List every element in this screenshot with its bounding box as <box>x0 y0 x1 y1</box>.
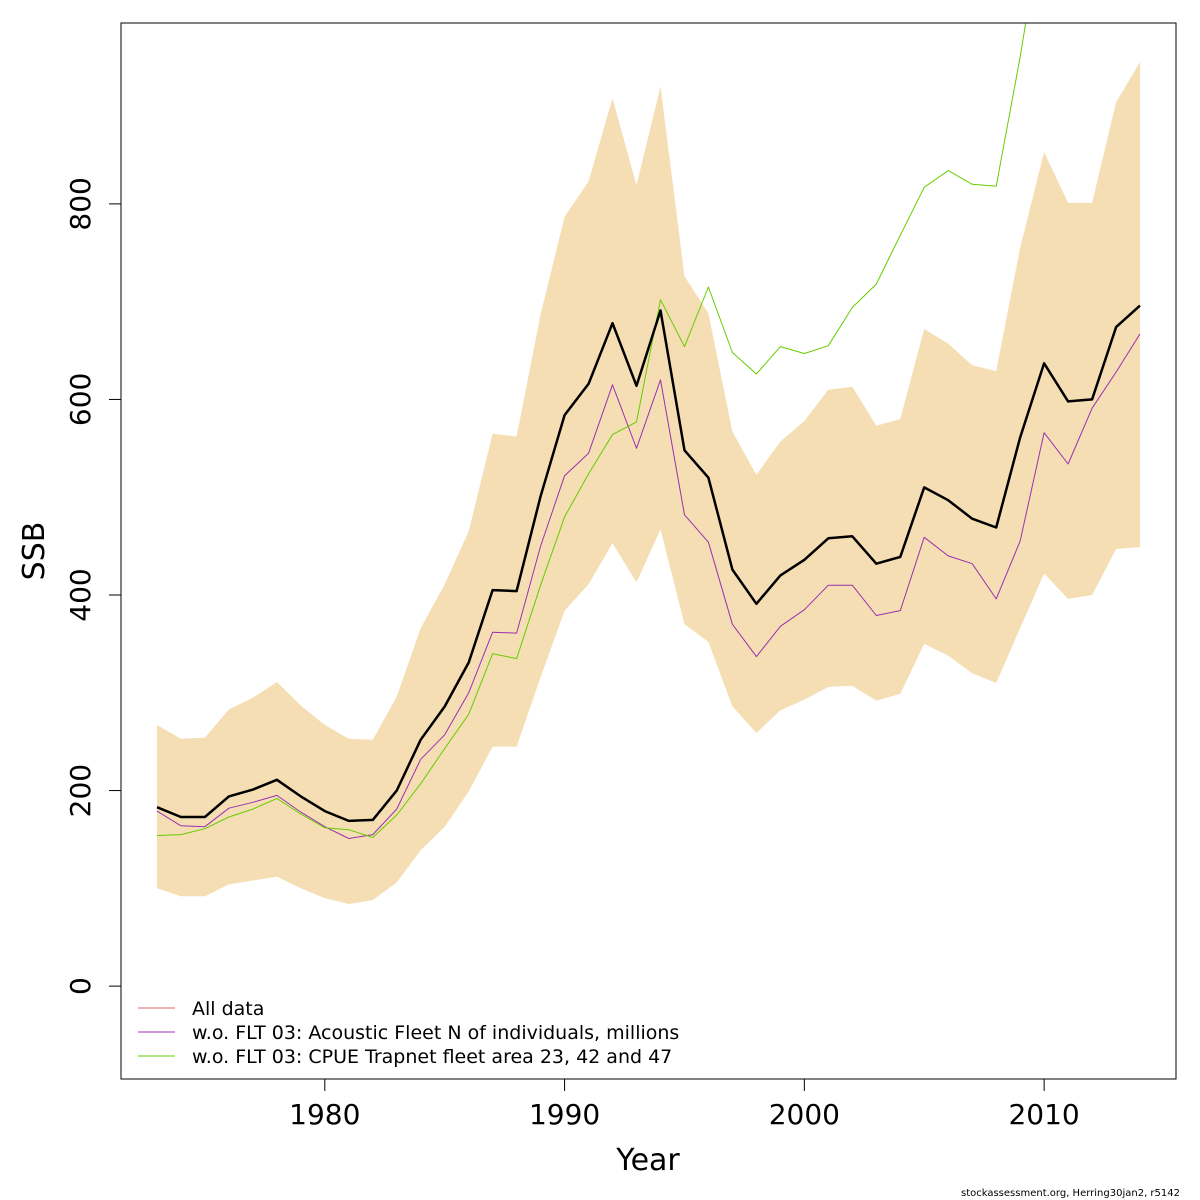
x-tick-label: 2010 <box>1008 1098 1079 1131</box>
x-tick-label: 2000 <box>769 1098 840 1131</box>
y-tick-label: 800 <box>64 177 97 230</box>
x-tick-label: 1990 <box>529 1098 600 1131</box>
confidence-band <box>157 62 1140 905</box>
x-axis: 1980 1990 2000 2010 <box>289 1078 1080 1131</box>
y-tick-label: 600 <box>64 373 97 426</box>
x-tick-label: 1980 <box>289 1098 360 1131</box>
series-lines <box>156 23 1141 839</box>
legend-entry-label: w.o. FLT 03: CPUE Trapnet fleet area 23,… <box>192 1046 672 1068</box>
series-line-2 <box>156 333 1141 839</box>
footer-credit: stockassessment.org, Herring30jan2, r514… <box>961 1188 1180 1199</box>
y-tick-label: 200 <box>64 764 97 817</box>
y-axis: 0 200 400 600 800 <box>64 177 122 995</box>
series-line-1 <box>156 304 1141 823</box>
y-axis-title: SSB <box>17 522 52 581</box>
y-tick-label: 400 <box>64 568 97 621</box>
legend-entry-label: w.o. FLT 03: Acoustic Fleet N of individ… <box>192 1022 679 1044</box>
x-axis-title: Year <box>615 1143 680 1178</box>
confidence-band-area <box>157 62 1140 905</box>
series-line-3 <box>156 23 1027 838</box>
y-tick-label: 0 <box>64 977 97 995</box>
legend-entry-label: All data <box>192 998 264 1020</box>
